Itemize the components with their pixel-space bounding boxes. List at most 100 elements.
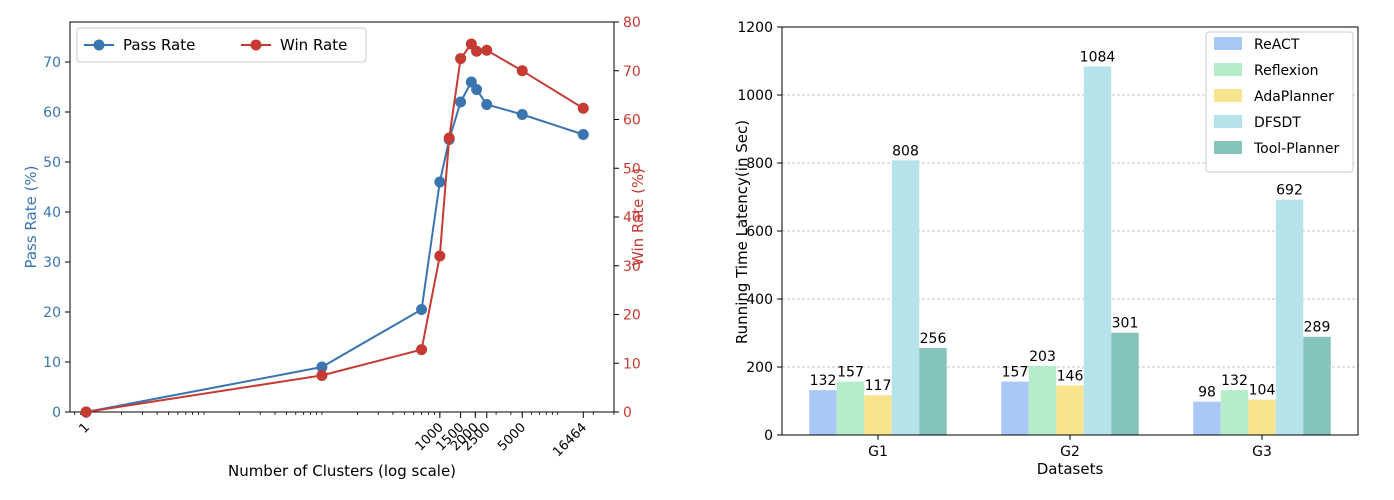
pass-rate-point: [416, 304, 428, 315]
legend-win-rate-dot: [250, 39, 262, 51]
pass-rate-point: [455, 96, 467, 108]
pass-rate-point: [577, 129, 589, 140]
cluster-tick-label: 16464: [550, 420, 590, 460]
pass-rate-tick-label: 40: [43, 205, 61, 221]
bar-value-label: 157: [837, 365, 864, 381]
legend-label: AdaPlanner: [1254, 89, 1334, 105]
latency-axis-ticks: 0 200 400 600 800 1000 1200: [737, 20, 782, 444]
bar-adaplanner: [864, 395, 892, 435]
win-rate-tick-label: 30: [623, 259, 641, 275]
bar-series: 1321571178082561572031461084301981321046…: [809, 49, 1331, 435]
legend-label: Tool-Planner: [1253, 141, 1340, 157]
legend-win-rate-label: Win Rate: [280, 36, 347, 54]
legend-label: ReACT: [1254, 37, 1300, 53]
latency-tick-label: 800: [746, 156, 773, 172]
cluster-tick-label: 5000: [495, 420, 529, 454]
latency-tick-label: 400: [746, 292, 773, 308]
win-rate-tick-label: 70: [623, 64, 641, 80]
latency-tick-label: 200: [746, 360, 773, 376]
line-chart-xlabel: Number of Clusters (log scale): [228, 462, 456, 480]
legend-frame: [76, 27, 367, 63]
bar-dfsdt: [1275, 199, 1304, 435]
line-series: [80, 38, 589, 418]
bar-reflexion: [1220, 390, 1249, 435]
pass-rate-axis-ticks: 0 10 20 30 40 50 60 70: [43, 55, 70, 421]
bar-value-label: 203: [1029, 349, 1056, 365]
win-rate-tick-label: 40: [623, 210, 641, 226]
pass-rate-tick-label: 70: [43, 55, 61, 71]
legend-pass-rate-label: Pass Rate: [123, 36, 195, 54]
pass-rate-line: [85, 80, 584, 413]
legend-swatch: [1214, 89, 1242, 102]
bar-chart-legend: ReACT Reflexion AdaPlanner DFSDT Tool-Planne…: [1205, 31, 1354, 173]
latency-tick-label: 1200: [737, 20, 773, 36]
win-rate-tick-label: 20: [623, 308, 641, 324]
bar-reflexion: [1028, 365, 1057, 435]
bar-value-label: 132: [810, 373, 837, 389]
bar-chart: 1321571178082561572031461084301981321046…: [733, 20, 1359, 478]
bar-value-label: 692: [1276, 183, 1303, 199]
pass-rate-tick-label: 0: [52, 405, 61, 421]
pass-rate-point: [471, 84, 483, 95]
bar-value-label: 104: [1249, 383, 1276, 399]
bar-dfsdt: [891, 160, 920, 435]
pass-rate-tick-label: 60: [43, 105, 61, 121]
win-rate-point: [416, 344, 428, 356]
pass-rate-tick-label: 20: [43, 305, 61, 321]
bar-tool-planner: [1111, 332, 1139, 435]
dataset-axis-ticks: G1 G2 G3: [868, 435, 1272, 460]
win-rate-line: [85, 42, 584, 413]
win-rate-point: [443, 132, 455, 144]
line-chart-plot-frame: [69, 21, 615, 413]
bar-dfsdt: [1083, 66, 1112, 435]
legend-pass-rate-dot: [93, 39, 105, 51]
legend-swatch: [1214, 37, 1242, 50]
pass-rate-tick-label: 50: [43, 155, 61, 171]
dataset-tick-label: G3: [1252, 444, 1272, 460]
dataset-tick-label: G1: [868, 444, 888, 460]
win-rate-point: [481, 44, 493, 56]
win-rate-tick-label: 10: [623, 356, 641, 372]
bar-value-label: 117: [865, 378, 892, 394]
win-rate-axis-label: Win Rate (%): [629, 168, 647, 266]
legend-frame: [1205, 31, 1354, 173]
bar-value-label: 146: [1057, 368, 1084, 384]
win-rate-tick-label: 50: [623, 161, 641, 177]
bar-value-label: 157: [1002, 365, 1029, 381]
win-rate-point: [455, 53, 467, 65]
win-rate-point: [471, 45, 483, 57]
bar-tool-planner: [1303, 336, 1331, 435]
legend-label: DFSDT: [1254, 115, 1301, 131]
bar-value-label: 1084: [1080, 49, 1116, 65]
bar-chart-xlabel: Datasets: [1037, 460, 1104, 478]
bar-adaplanner: [1056, 385, 1084, 435]
bar-value-label: 98: [1198, 385, 1216, 401]
pass-rate-axis-label: Pass Rate (%): [22, 165, 40, 268]
bar-value-label: 808: [892, 143, 919, 159]
win-rate-axis-ticks: 0 10 20 30 40 50 60 70 80: [614, 15, 641, 421]
bar-chart-ylabel: Running Time Latency(in Sec): [733, 120, 751, 344]
line-chart-legend: Pass Rate Win Rate: [76, 27, 367, 63]
pass-rate-point: [516, 109, 528, 120]
win-rate-point: [577, 102, 589, 114]
bar-reflexion: [836, 381, 865, 435]
bar-adaplanner: [1248, 399, 1276, 435]
bar-value-label: 132: [1221, 373, 1248, 389]
win-rate-point: [516, 65, 528, 77]
win-rate-point: [316, 369, 328, 381]
legend-swatch: [1214, 63, 1242, 76]
dataset-tick-label: G2: [1060, 444, 1080, 460]
pass-rate-point: [481, 99, 493, 110]
bar-react: [1193, 401, 1221, 435]
latency-tick-label: 1000: [737, 88, 773, 104]
win-rate-tick-label: 80: [623, 15, 641, 31]
win-rate-point: [80, 406, 92, 418]
legend-swatch: [1214, 141, 1242, 154]
legend-swatch: [1214, 115, 1242, 128]
bar-value-label: 301: [1112, 316, 1139, 332]
bar-value-label: 289: [1304, 320, 1331, 336]
bar-react: [809, 390, 837, 435]
